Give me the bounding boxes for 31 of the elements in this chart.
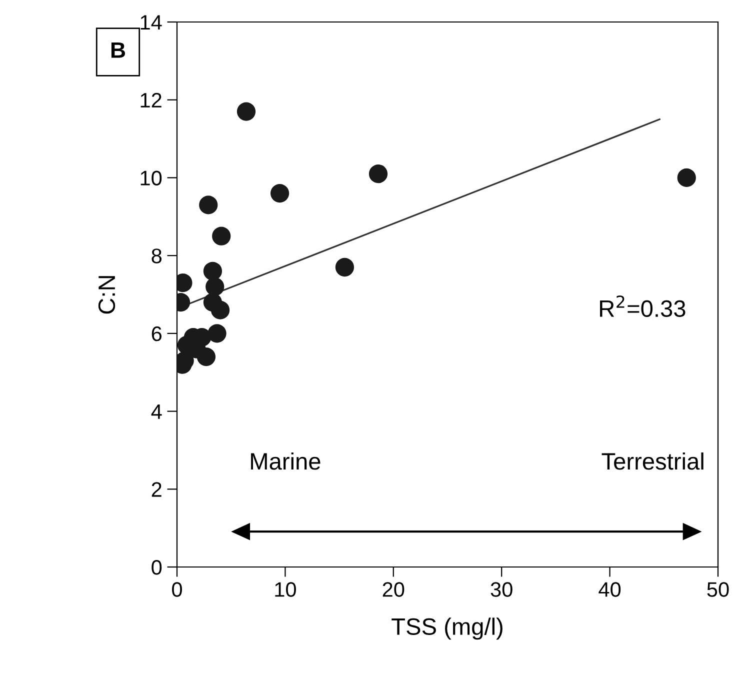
x-axis-title: TSS (mg/l) [392, 618, 502, 640]
x-tick-label: 40 [598, 582, 621, 597]
y-tick-label: 8 [152, 248, 162, 264]
annotation: Terrestrial [602, 452, 704, 470]
point [203, 262, 222, 280]
y-tick-label: 12 [140, 92, 162, 108]
y-tick-label: 10 [140, 170, 162, 186]
point [335, 258, 354, 277]
point [210, 300, 230, 320]
point [368, 164, 388, 184]
x-tick-label: 10 [275, 582, 296, 597]
y-tick-label: 0 [152, 560, 162, 575]
point [199, 196, 218, 214]
x-tick-label: 30 [490, 582, 512, 597]
y-tick-label: 14 [140, 15, 162, 30]
point [208, 324, 226, 343]
x-tick-label: 50 [707, 582, 729, 597]
annotation: R$^{2}$=0.33 [600, 295, 686, 318]
annotation: Marine [251, 452, 320, 470]
point [677, 168, 696, 188]
point [212, 226, 231, 246]
x-tick-label: 20 [382, 582, 404, 597]
x-tick-label: 0 [172, 582, 182, 597]
point [270, 184, 290, 203]
point [236, 102, 256, 121]
y-tick-label: 4 [151, 404, 162, 419]
point [206, 277, 224, 296]
text: B [111, 42, 126, 58]
y-tick-label: 6 [152, 326, 162, 342]
y-tick-label: 2 [152, 482, 162, 497]
y-axis-title: C:N [98, 276, 116, 314]
